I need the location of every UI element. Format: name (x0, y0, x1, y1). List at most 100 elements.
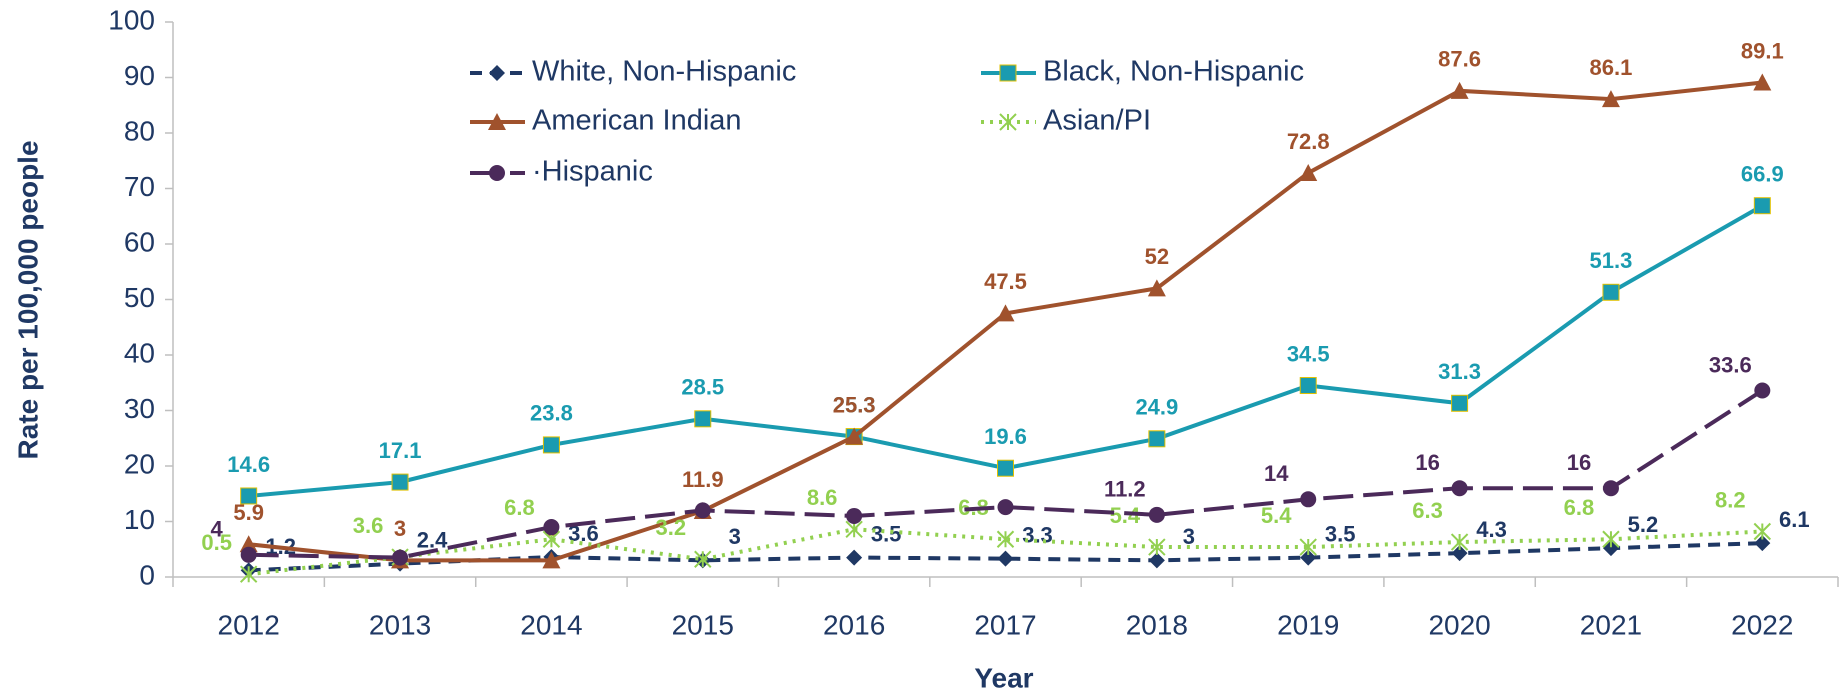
data-label: 3 (729, 524, 741, 549)
marker (391, 473, 409, 491)
data-label: 4 (211, 517, 224, 542)
marker (997, 550, 1014, 567)
data-label: 16 (1567, 450, 1591, 475)
data-label: 4.3 (1476, 517, 1507, 542)
x-tick-label: 2019 (1277, 609, 1339, 640)
marker (1299, 163, 1318, 181)
data-label: 28.5 (681, 375, 724, 400)
data-label: 3.5 (1325, 521, 1356, 546)
data-label: 5.2 (1628, 512, 1659, 537)
marker (999, 64, 1017, 82)
data-label: 16 (1415, 450, 1439, 475)
marker (240, 546, 257, 563)
data-label: 86.1 (1590, 55, 1633, 80)
legend-label: ·Hispanic (532, 156, 653, 188)
data-label: 3.5 (871, 521, 902, 546)
series-line (248, 541, 1763, 573)
marker (694, 502, 711, 519)
marker (694, 410, 712, 428)
marker (240, 487, 258, 505)
data-label: 34.5 (1287, 341, 1330, 366)
y-tick-label: 20 (124, 448, 155, 479)
data-label: 8.6 (807, 485, 838, 510)
marker (1601, 90, 1620, 108)
y-tick-label: 80 (124, 115, 155, 146)
data-label: 66.9 (1741, 162, 1784, 187)
data-label: 3 (394, 516, 406, 541)
data-label: 5.9 (233, 500, 264, 525)
marker (1148, 538, 1166, 556)
marker (1299, 538, 1317, 556)
data-label: 87.6 (1438, 47, 1481, 72)
marker (996, 530, 1015, 548)
marker (489, 165, 505, 181)
data-label: 6.3 (1412, 498, 1443, 523)
y-tick-label: 50 (124, 282, 155, 313)
data-label: 52 (1145, 244, 1169, 269)
marker (1602, 283, 1620, 301)
marker (1754, 535, 1771, 552)
marker (1602, 530, 1620, 548)
y-tick-label: 70 (124, 171, 155, 202)
y-tick-label: 100 (108, 4, 155, 35)
marker (489, 65, 505, 81)
legend-label: Black, Non-Hispanic (1043, 56, 1304, 88)
marker (846, 507, 863, 524)
marker (543, 519, 560, 536)
marker (1147, 279, 1166, 297)
data-label: 89.1 (1741, 38, 1784, 63)
marker (1451, 394, 1469, 412)
x-tick-label: 2013 (369, 609, 431, 640)
legend-item: White, Non-Hispanic (470, 56, 796, 88)
y-axis-title: Rate per 100,000 people (12, 140, 43, 459)
marker (694, 550, 712, 568)
marker (392, 549, 409, 566)
data-label: 3.6 (353, 513, 384, 538)
y-tick-label: 40 (124, 337, 155, 368)
data-label: 5.4 (1261, 503, 1292, 528)
marker (542, 551, 561, 569)
data-label: 47.5 (984, 269, 1027, 294)
marker (1753, 197, 1771, 215)
data-label: 0.5 (201, 530, 232, 555)
data-label: 2.4 (417, 527, 448, 552)
x-tick-label: 2015 (672, 609, 734, 640)
data-label: 51.3 (1590, 248, 1633, 273)
data-label: 72.8 (1287, 129, 1330, 154)
marker (845, 427, 864, 445)
legend-label: American Indian (532, 105, 742, 137)
x-tick-label: 2022 (1731, 609, 1793, 640)
marker (1451, 480, 1468, 497)
data-label: 6.8 (504, 495, 535, 520)
data-label: 25.3 (833, 392, 876, 417)
data-label: 23.8 (530, 401, 573, 426)
marker (1300, 549, 1317, 566)
legend-item: Asian/PI (981, 105, 1151, 137)
marker (1299, 377, 1317, 395)
data-label: 6.8 (1564, 495, 1595, 520)
data-label: 24.9 (1135, 395, 1178, 420)
marker (1300, 491, 1317, 508)
data-label: 31.3 (1438, 359, 1481, 384)
marker (1753, 73, 1772, 91)
legend-item: American Indian (470, 105, 742, 137)
marker (1450, 533, 1469, 551)
y-tick-label: 10 (124, 504, 155, 535)
x-tick-label: 2017 (974, 609, 1036, 640)
series-line (248, 527, 1763, 577)
legend-label: Asian/PI (1043, 105, 1151, 137)
data-label: 3 (1183, 524, 1195, 549)
data-label: 14 (1264, 461, 1289, 486)
marker (542, 436, 560, 454)
marker (997, 499, 1014, 516)
marker (1602, 480, 1619, 497)
y-tick-label: 30 (124, 393, 155, 424)
marker (1148, 552, 1165, 569)
x-axis-title: Year (974, 662, 1033, 693)
marker (239, 535, 258, 553)
x-tick-label: 2018 (1126, 609, 1188, 640)
marker (1753, 522, 1772, 541)
y-tick-label: 60 (124, 226, 155, 257)
